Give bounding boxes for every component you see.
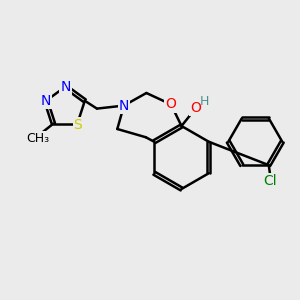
Text: N: N <box>41 94 51 108</box>
Text: N: N <box>119 99 129 112</box>
Text: CH₃: CH₃ <box>26 132 49 145</box>
Text: S: S <box>74 118 82 132</box>
Text: N: N <box>60 80 70 94</box>
Text: O: O <box>190 101 201 115</box>
Text: H: H <box>200 95 209 108</box>
Text: O: O <box>166 98 176 111</box>
Text: Cl: Cl <box>263 174 277 188</box>
